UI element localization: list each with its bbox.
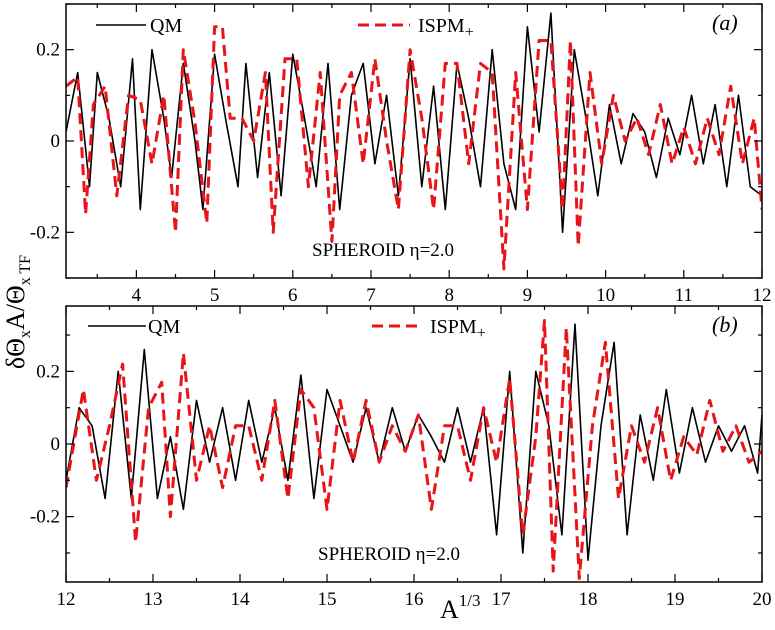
x-tick-label: 6 [288,285,298,306]
legend-label-qm: QM [148,316,180,338]
legend-label-ispm: ISPM+ [418,15,474,41]
x-tick-label: 7 [366,285,376,306]
shared-y-label: δΘxA/Θx TF [1,255,34,369]
legend-label-subscript: + [477,325,486,342]
ylabel-part-1: δΘ [1,338,30,369]
series-line-qm [66,12,762,234]
y-tick-label: 0.2 [36,361,60,382]
y-tick-label: 0.2 [36,40,60,61]
y-tick-label: -0.2 [30,222,60,243]
series-line-ispm [66,319,762,580]
x-tick-label: 5 [210,285,220,306]
series-line-ispm [66,25,762,271]
x-tick-label: 12 [753,285,772,306]
x-tick-label: 10 [596,285,615,306]
x-tick-label: 8 [444,285,454,306]
x-tick-label: 9 [523,285,533,306]
panel-label: (b) [712,312,738,337]
x-tick-label: 17 [492,589,511,610]
legend-label-ispm: ISPM+ [430,316,486,342]
series-line-qm [66,323,762,562]
xlabel-main: A [440,595,459,624]
panel-a: 4 5 6 7 8 9 10 11 12 -0.2 0 0.2 QM ISPM+ (a) SPHEROID η… [30,3,772,306]
x-tick-label: 20 [753,589,772,610]
shared-x-label: A1/3 [440,591,481,624]
y-tick-label: 0 [51,131,61,152]
x-tick-label: 18 [579,589,598,610]
ylabel-part-2: x [17,330,34,338]
y-tick-label: -0.2 [30,507,60,528]
x-tick-label: 19 [666,589,685,610]
plot-frame [65,3,763,279]
panel-label: (a) [712,10,738,35]
x-tick-label: 14 [231,589,251,610]
ylabel-part-4: x TF [17,255,34,285]
x-tick-label: 4 [132,285,142,306]
y-tick-label: 0 [51,434,61,455]
xlabel-superscript: 1/3 [459,591,481,610]
x-tick-label: 11 [675,285,693,306]
annotation-text: SPHEROID η=2.0 [318,544,460,565]
legend-label-subscript: + [465,24,474,41]
legend-label-qm: QM [150,15,182,37]
x-tick-label: 13 [144,589,163,610]
panel-b: 12 13 14 15 16 17 18 19 20 -0.2 0 0.2 QM ISPM+ (b) SPHE… [30,305,772,610]
ylabel-part-3: A/Θ [1,285,30,330]
plot-frame [65,305,763,583]
x-tick-label: 12 [57,589,76,610]
x-tick-label: 15 [318,589,337,610]
annotation-text: SPHEROID η=2.0 [312,240,454,261]
x-tick-label: 16 [405,589,424,610]
